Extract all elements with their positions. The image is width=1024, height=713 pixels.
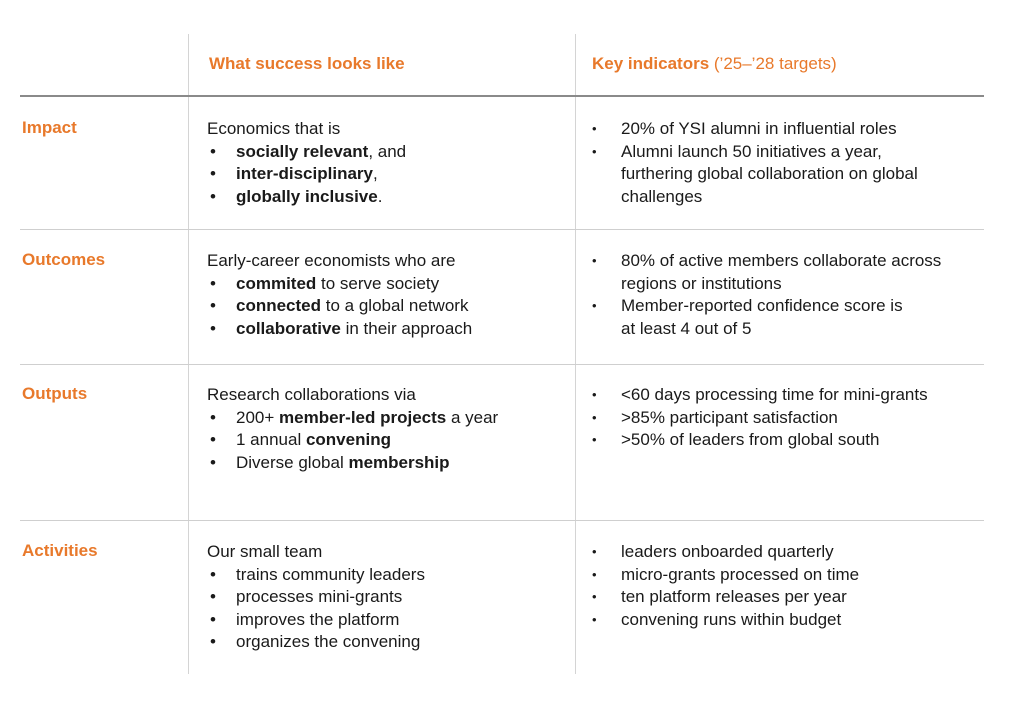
cell-lead: Our small team	[207, 542, 323, 561]
list-item: • 200+ member-led projects a year	[210, 407, 499, 427]
activities-success-cell: Our small team • trains community leaders…	[207, 541, 567, 654]
impact-indicators-cell: • 20% of YSI alumni in influential roles …	[592, 118, 987, 208]
outcomes-success-cell: Early-career economists who are • commite…	[207, 250, 567, 340]
list-item: • 80% of active members collaborate acros…	[592, 251, 942, 293]
outputs-success-cell: Research collaborations via • 200+ member…	[207, 384, 567, 474]
row-label-impact: Impact	[22, 118, 77, 137]
header-success: What success looks like	[209, 54, 405, 73]
list-item: • 20% of YSI alumni in influential roles	[592, 119, 897, 138]
column-divider-2	[575, 34, 576, 674]
column-divider-1	[188, 34, 189, 674]
row-divider-3	[20, 520, 984, 521]
list-item: • 1 annual convening	[210, 430, 391, 449]
cell-lead: Economics that is	[207, 119, 341, 138]
list-item: • Member-reported confidence score is at …	[592, 296, 903, 338]
row-label-outcomes: Outcomes	[22, 250, 106, 269]
list-item: • micro-grants processed on time	[592, 564, 860, 584]
list-item: • trains community leaders	[210, 564, 425, 584]
cell-lead: Research collaborations via	[207, 385, 416, 404]
row-label-outputs: Outputs	[22, 384, 88, 403]
list-item: • >50% of leaders from global south	[592, 430, 880, 449]
outputs-indicators-cell: • <60 days processing time for mini-grant…	[592, 384, 987, 452]
list-item: • Alumni launch 50 initiatives a year, fu…	[592, 141, 918, 206]
list-item: • ten platform releases per year	[592, 587, 847, 606]
list-item: • commited to serve society	[210, 273, 440, 293]
impact-success-cell: Economics that is • socially relevant, an…	[207, 118, 567, 208]
row-divider-2	[20, 364, 984, 365]
list-item: • processes mini-grants	[210, 587, 403, 606]
list-item: • organizes the convening	[210, 632, 421, 651]
list-item: • convening runs within budget	[592, 609, 842, 629]
outcomes-indicators-cell: • 80% of active members collaborate acros…	[592, 250, 987, 340]
row-divider-1	[20, 229, 984, 230]
list-item: • socially relevant, and	[210, 141, 407, 161]
list-item: • connected to a global network	[210, 296, 469, 315]
list-item: • collaborative in their approach	[210, 318, 473, 338]
list-item: • improves the platform	[210, 609, 400, 629]
header-indicators: Key indicators (’25–’28 targets)	[592, 54, 837, 74]
header-indicators-title: Key indicators	[592, 54, 710, 73]
row-label-activities: Activities	[22, 541, 98, 560]
header-indicators-range: (’25–’28 targets)	[709, 54, 837, 73]
cell-lead: Early-career economists who are	[207, 251, 456, 270]
list-item: • leaders onboarded quarterly	[592, 542, 834, 561]
list-item: • >85% participant satisfaction	[592, 407, 838, 427]
list-item: • inter-disciplinary,	[210, 164, 378, 183]
list-item: • Diverse global membership	[210, 452, 450, 472]
activities-indicators-cell: • leaders onboarded quarterly • micro-gran…	[592, 541, 987, 631]
header-rule	[20, 95, 984, 97]
list-item: • globally inclusive.	[210, 186, 383, 206]
list-item: • <60 days processing time for mini-grant…	[592, 385, 928, 404]
